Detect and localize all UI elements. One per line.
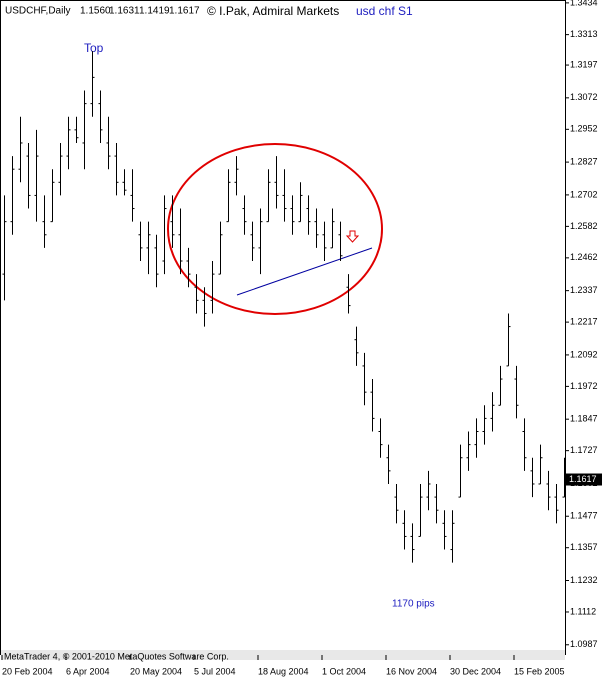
y-tick-label: 1.3313	[570, 29, 598, 39]
last-price-label: 1.1617	[569, 474, 597, 484]
header-open: 1.1560	[80, 6, 111, 17]
last-price-box	[566, 473, 602, 486]
y-tick-label: 1.2952	[570, 124, 598, 134]
x-tick-label: 1 Oct 2004	[322, 666, 366, 676]
y-tick-label: 1.1477	[570, 511, 598, 521]
header-close: 1.1617	[169, 6, 200, 17]
y-tick-label: 1.3434	[570, 0, 598, 7]
trend-line	[236, 247, 373, 296]
y-tick-label: 1.2702	[570, 189, 598, 199]
x-tick-label: 16 Nov 2004	[386, 666, 437, 676]
x-tick-label: 5 Jul 2004	[194, 666, 236, 676]
y-tick-label: 1.2827	[570, 156, 598, 166]
y-tick-label: 1.3072	[570, 92, 598, 102]
symbol: USDCHF,Daily	[5, 6, 71, 17]
y-tick-label: 1.3197	[570, 59, 598, 69]
y-tick-label: 1.2217	[570, 316, 598, 326]
x-tick-label: 30 Dec 2004	[450, 666, 501, 676]
annotation-pips: 1170 pips	[392, 599, 435, 610]
annotation-top: Top	[84, 41, 104, 55]
y-tick-label: 1.1847	[570, 414, 598, 424]
x-tick-label: 18 Aug 2004	[258, 666, 309, 676]
footer-bar	[1, 650, 565, 660]
x-tick-label: 20 Feb 2004	[2, 666, 53, 676]
header-low: 1.1419	[139, 6, 170, 17]
down-arrow	[345, 230, 360, 243]
y-tick-label: 1.0987	[570, 639, 598, 649]
y-tick-label: 1.1972	[570, 381, 598, 391]
x-tick-label: 20 May 2004	[130, 666, 182, 676]
chart-label: usd chf S1	[356, 4, 413, 18]
plot-area	[0, 0, 566, 655]
footer: MetaTrader 4, © 2001-2010 MetaQuotes Sof…	[4, 651, 229, 661]
y-tick-label: 1.2337	[570, 285, 598, 295]
y-tick-label: 1.2092	[570, 349, 598, 359]
x-tick-label: 15 Feb 2005	[514, 666, 565, 676]
highlight-ellipse	[167, 143, 383, 315]
y-tick-label: 1.1232	[570, 575, 598, 585]
y-tick-label: 1.2582	[570, 221, 598, 231]
x-tick-label: 6 Apr 2004	[66, 666, 110, 676]
header-high: 1.1631	[109, 6, 140, 17]
y-tick-label: 1.1357	[570, 542, 598, 552]
y-tick-label: 1.1727	[570, 445, 598, 455]
y-tick-label: 1.2462	[570, 252, 598, 262]
y-tick-label: 1.1112	[570, 606, 596, 616]
credit: © I.Pak, Admiral Markets	[207, 4, 339, 18]
